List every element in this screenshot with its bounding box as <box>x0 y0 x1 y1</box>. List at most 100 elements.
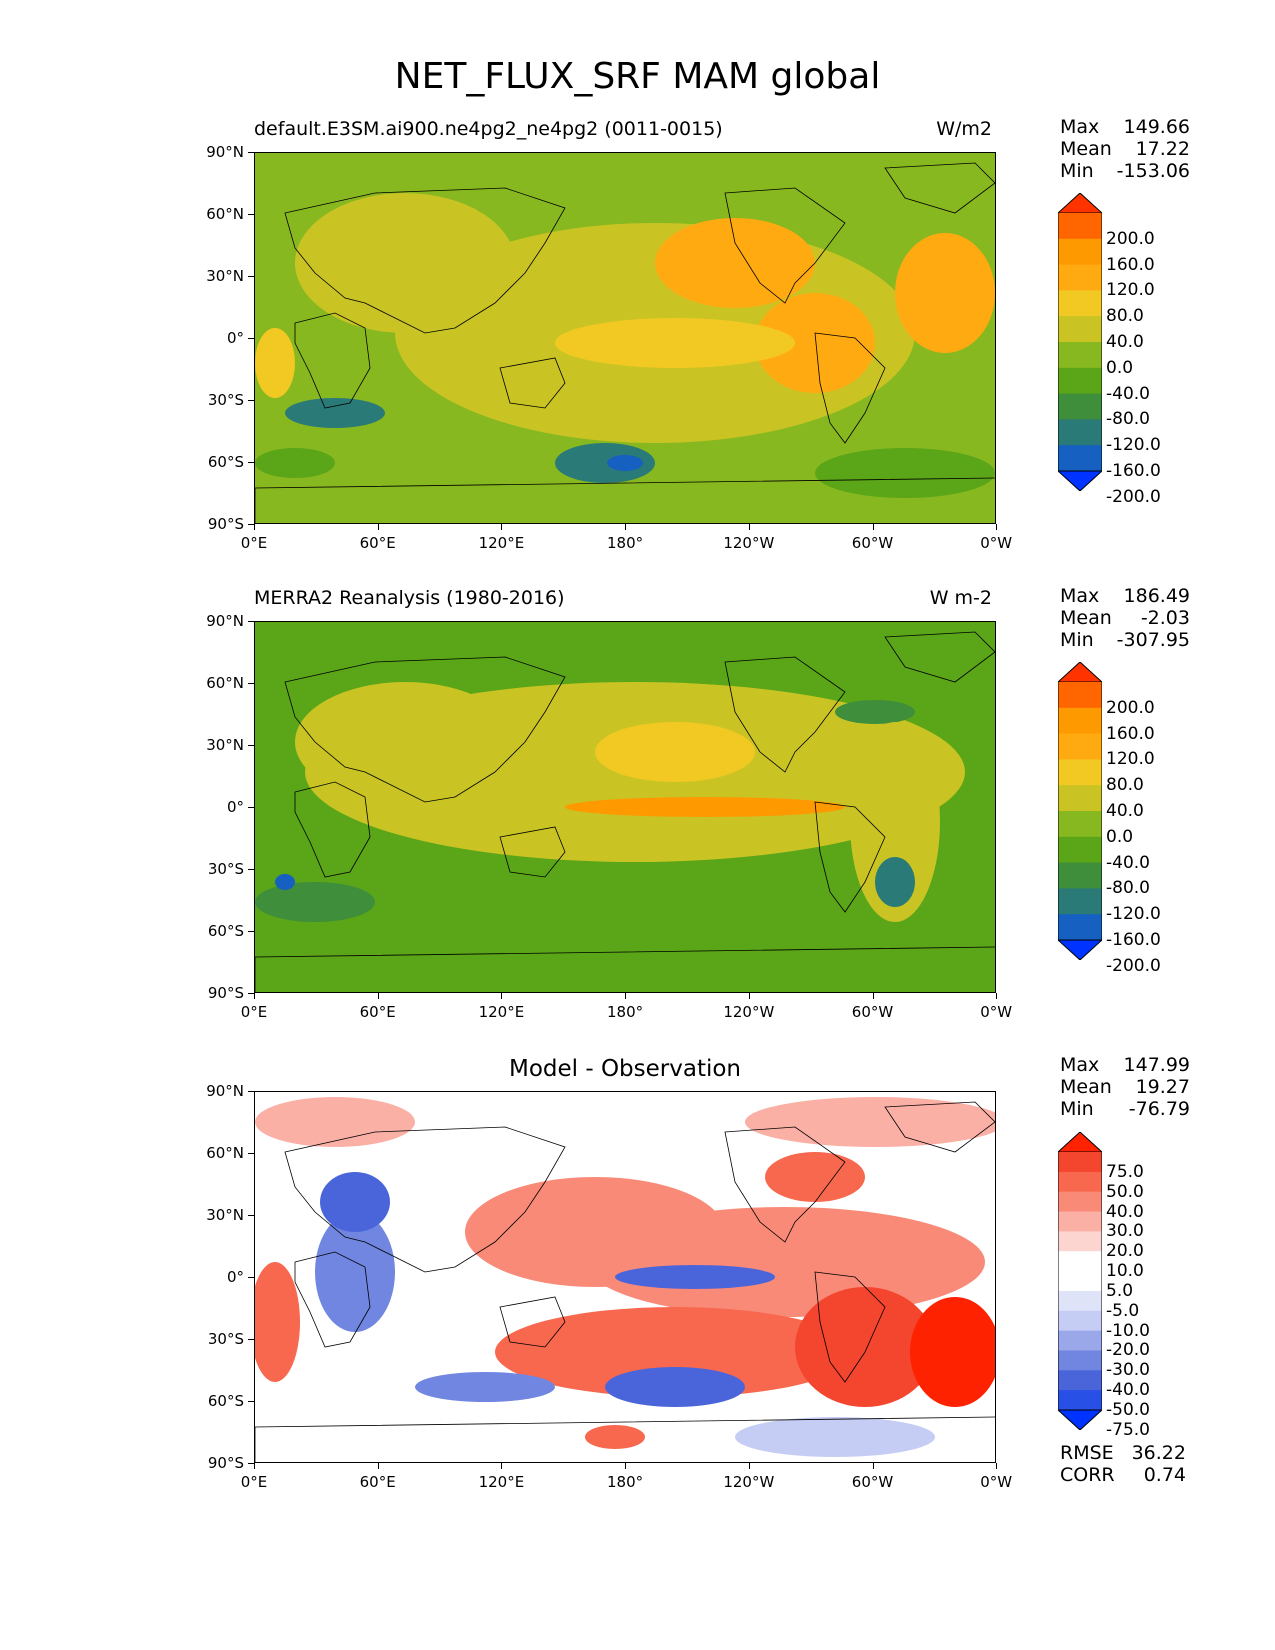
mean-label: Mean <box>1060 1076 1112 1098</box>
colorbar-band <box>1058 393 1102 420</box>
colorbar-tick-label: -40.0 <box>1106 383 1150 404</box>
field-contour <box>495 1307 855 1397</box>
coastline <box>499 826 566 878</box>
colorbar-band <box>1058 759 1102 786</box>
map-field <box>255 153 995 523</box>
lon-tick-mark <box>872 993 874 999</box>
colorbar-tick-label: 40.0 <box>1106 332 1144 352</box>
colorbar-band <box>1058 1191 1102 1213</box>
panel1-units: W/m2 <box>936 118 992 140</box>
lat-tick-label: 30°N <box>206 1206 244 1224</box>
lat-tick-label: 90°S <box>207 984 244 1002</box>
lat-tick-mark <box>248 524 254 525</box>
corr-label: CORR <box>1060 1464 1115 1486</box>
mean-value: 17.22 <box>1135 138 1190 160</box>
figure-title: NET_FLUX_SRF MAM global <box>394 56 881 97</box>
min-label: Min <box>1060 629 1094 651</box>
colorbar-band <box>1058 811 1102 838</box>
lat-tick-mark <box>248 993 254 994</box>
lon-tick-label: 0°E <box>240 1473 268 1491</box>
field-contour <box>815 448 995 498</box>
coastline <box>294 781 371 878</box>
colorbar-band <box>1058 785 1102 812</box>
panel3-colorbar <box>1058 1132 1102 1430</box>
colorbar-band <box>1058 238 1102 266</box>
lat-tick-label: 60°S <box>207 922 244 940</box>
lon-tick-mark <box>254 1463 255 1469</box>
colorbar-tick-label: -75.0 <box>1106 1419 1150 1440</box>
panel2-stats: Max 186.49 Mean -2.03 Min -307.95 <box>1060 585 1190 651</box>
lon-tick-label: 60°E <box>359 1003 396 1021</box>
lon-tick-label: 60°E <box>359 1473 396 1491</box>
lat-tick-label: 30°S <box>207 391 244 409</box>
panel1-stats: Max 149.66 Mean 17.22 Min -153.06 <box>1060 116 1190 182</box>
lat-tick-mark <box>248 1091 254 1092</box>
coastline <box>284 187 566 334</box>
colorbar-tick-label: 20.0 <box>1106 1241 1144 1262</box>
min-value: -153.06 <box>1116 160 1190 182</box>
lat-tick-mark <box>248 931 254 932</box>
colorbar-band <box>1058 1211 1102 1232</box>
lon-tick-mark <box>748 993 750 999</box>
lat-tick-mark <box>248 745 254 746</box>
lat-tick-mark <box>248 338 254 339</box>
corr-value: 0.74 <box>1143 1464 1186 1486</box>
map-field <box>255 1092 995 1462</box>
lon-tick-label: 0°W <box>980 1473 1013 1491</box>
lon-tick-label: 60°E <box>359 534 396 552</box>
colorbar-min-extend <box>1058 939 1102 960</box>
lon-tick-label: 60°W <box>851 1473 894 1491</box>
lon-tick-mark <box>377 1463 379 1469</box>
colorbar-tick-label: 75.0 <box>1106 1161 1144 1182</box>
min-label: Min <box>1060 160 1094 182</box>
colorbar-band <box>1058 1290 1102 1312</box>
field-contour <box>835 700 915 724</box>
coastline <box>814 801 886 913</box>
colorbar-band <box>1058 733 1102 760</box>
field-contour <box>875 857 915 907</box>
colorbar-band <box>1058 707 1102 735</box>
lon-tick-mark <box>872 1463 874 1469</box>
lat-tick-mark <box>248 152 254 153</box>
coastline <box>255 1416 995 1462</box>
colorbar-tick-label: 120.0 <box>1106 280 1155 301</box>
min-value: -307.95 <box>1116 629 1190 651</box>
coastline <box>255 946 995 992</box>
colorbar-band <box>1058 836 1102 864</box>
lat-tick-label: 60°N <box>206 205 244 223</box>
lon-tick-label: 120°W <box>723 1003 775 1021</box>
coastline <box>294 1251 371 1348</box>
colorbar-tick-label: -120.0 <box>1106 435 1161 456</box>
lat-tick-label: 0° <box>226 329 244 347</box>
colorbar-tick-label: 40.0 <box>1106 1201 1144 1222</box>
lat-tick-label: 90°N <box>206 143 244 161</box>
colorbar-band <box>1058 1271 1102 1292</box>
colorbar-band <box>1058 1152 1102 1173</box>
colorbar-tick-label: 0.0 <box>1106 357 1134 378</box>
max-label: Max <box>1060 585 1100 607</box>
panel2-units: W m-2 <box>929 587 992 609</box>
lon-tick-mark <box>996 524 998 530</box>
mean-value: -2.03 <box>1140 607 1190 629</box>
field-contour <box>555 443 655 483</box>
coastline <box>284 1126 566 1273</box>
lon-tick-mark <box>501 993 503 999</box>
colorbar-band <box>1058 1231 1102 1252</box>
lon-tick-label: 0°E <box>240 1003 268 1021</box>
colorbar-tick-label: -10.0 <box>1106 1320 1150 1341</box>
coastline <box>294 312 371 409</box>
lon-tick-label: 60°W <box>851 534 894 552</box>
lon-tick-label: 120°W <box>723 534 775 552</box>
lon-tick-mark <box>996 1463 998 1469</box>
lat-tick-label: 0° <box>226 1268 244 1286</box>
lat-tick-mark <box>248 1463 254 1464</box>
colorbar-tick-label: -80.0 <box>1106 409 1150 430</box>
field-contour <box>255 882 375 922</box>
colorbar-band <box>1058 290 1102 317</box>
lon-tick-label: 180° <box>607 1473 644 1491</box>
coastline <box>724 1126 846 1243</box>
mean-label: Mean <box>1060 607 1112 629</box>
colorbar-band <box>1058 1350 1102 1371</box>
max-label: Max <box>1060 1054 1100 1076</box>
colorbar-tick-label: -20.0 <box>1106 1340 1150 1361</box>
